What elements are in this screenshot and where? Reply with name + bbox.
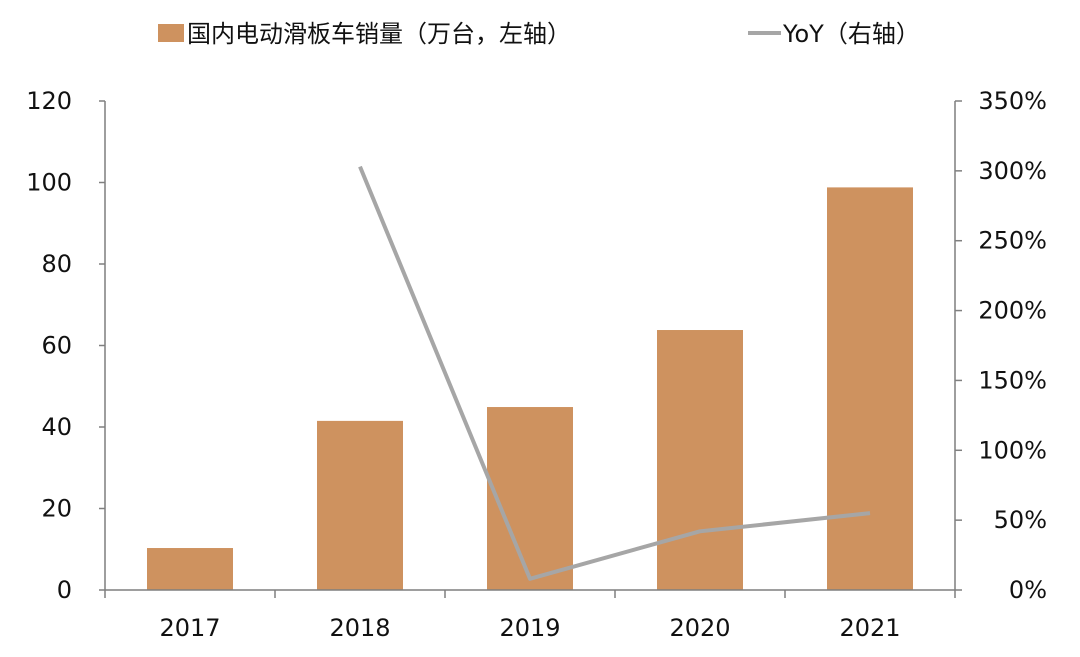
left-tick-label: 20 bbox=[41, 495, 72, 523]
left-tick-label: 80 bbox=[41, 250, 72, 278]
bar bbox=[827, 187, 913, 590]
x-tick-label: 2019 bbox=[499, 614, 560, 642]
bar bbox=[147, 548, 233, 590]
bar-series bbox=[147, 187, 913, 590]
right-tick-label: 0% bbox=[1009, 576, 1047, 604]
right-tick-label: 150% bbox=[978, 366, 1047, 394]
right-tick-label: 300% bbox=[978, 157, 1047, 185]
right-tick-label: 200% bbox=[978, 297, 1047, 325]
legend: 国内电动滑板车销量（万台，左轴） YoY（右轴） bbox=[158, 20, 920, 48]
left-tick-label: 40 bbox=[41, 413, 72, 441]
legend-bar-label: 国内电动滑板车销量（万台，左轴） bbox=[187, 20, 571, 48]
left-tick-label: 100 bbox=[26, 169, 72, 197]
right-tick-label: 50% bbox=[994, 506, 1047, 534]
left-tick-label: 60 bbox=[41, 332, 72, 360]
x-tick-label: 2017 bbox=[159, 614, 220, 642]
x-tick-label: 2021 bbox=[839, 614, 900, 642]
bar bbox=[657, 330, 743, 590]
x-tick-label: 2018 bbox=[329, 614, 390, 642]
right-tick-label: 100% bbox=[978, 436, 1047, 464]
left-tick-label: 120 bbox=[26, 87, 72, 115]
x-tick-label: 2020 bbox=[669, 614, 730, 642]
yoy-series bbox=[358, 165, 871, 581]
left-tick-label: 0 bbox=[57, 576, 72, 604]
axes: 0 20 40 60 80 100 120 0% 50% 100% 150% 200% 250% 300%… bbox=[26, 87, 1047, 642]
bar bbox=[317, 420, 403, 590]
legend-line-label: YoY（右轴） bbox=[782, 20, 920, 48]
right-tick-label: 250% bbox=[978, 227, 1047, 255]
right-tick-label: 350% bbox=[978, 87, 1047, 115]
bar bbox=[487, 407, 573, 590]
yoy-line bbox=[358, 165, 871, 581]
legend-bar-swatch bbox=[158, 24, 184, 42]
